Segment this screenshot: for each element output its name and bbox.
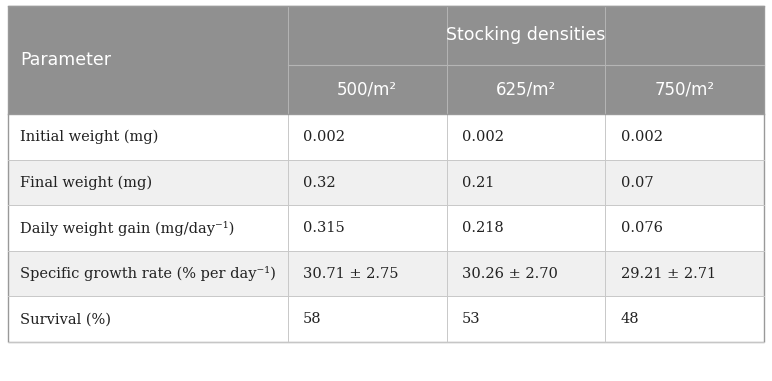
Text: Final weight (mg): Final weight (mg) [20,175,152,190]
Bar [288,160,446,205]
Text: 0.002: 0.002 [303,130,345,144]
Text: 0.218: 0.218 [462,221,503,235]
Bar [288,251,446,296]
Bar [446,251,605,296]
Text: 53: 53 [462,312,481,326]
Bar [288,65,446,114]
Bar [446,296,605,342]
Bar [8,6,288,114]
Text: 0.32: 0.32 [303,176,336,190]
Bar [8,6,764,342]
Text: 0.315: 0.315 [303,221,345,235]
Text: 0.002: 0.002 [621,130,663,144]
Text: Initial weight (mg): Initial weight (mg) [20,130,158,144]
Bar [605,114,764,160]
Bar [288,205,446,251]
Text: Survival (%): Survival (%) [20,312,111,326]
Text: 58: 58 [303,312,322,326]
Bar [8,251,288,296]
Text: Daily weight gain (mg/day⁻¹): Daily weight gain (mg/day⁻¹) [20,221,235,235]
Bar [288,296,446,342]
Text: 0.21: 0.21 [462,176,494,190]
Text: 0.002: 0.002 [462,130,504,144]
Bar [8,114,288,160]
Bar [8,160,288,205]
Bar [446,160,605,205]
Text: 750/m²: 750/m² [655,80,715,99]
Text: 0.076: 0.076 [621,221,663,235]
Text: Parameter: Parameter [20,51,111,69]
Text: 500/m²: 500/m² [337,80,397,99]
Bar [288,6,764,65]
Text: Stocking densities: Stocking densities [446,26,606,44]
Text: Specific growth rate (% per day⁻¹): Specific growth rate (% per day⁻¹) [20,266,276,281]
Text: 30.71 ± 2.75: 30.71 ± 2.75 [303,267,398,281]
Bar [8,296,288,342]
Text: 30.26 ± 2.70: 30.26 ± 2.70 [462,267,558,281]
Bar [605,205,764,251]
Text: 0.07: 0.07 [621,176,653,190]
Text: 29.21 ± 2.71: 29.21 ± 2.71 [621,267,716,281]
Bar [446,65,605,114]
Text: 48: 48 [621,312,639,326]
Text: 625/m²: 625/m² [496,80,556,99]
Bar [605,296,764,342]
Bar [288,114,446,160]
Bar [8,205,288,251]
Bar [605,65,764,114]
Bar [605,251,764,296]
Bar [446,205,605,251]
Bar [446,114,605,160]
Bar [605,160,764,205]
